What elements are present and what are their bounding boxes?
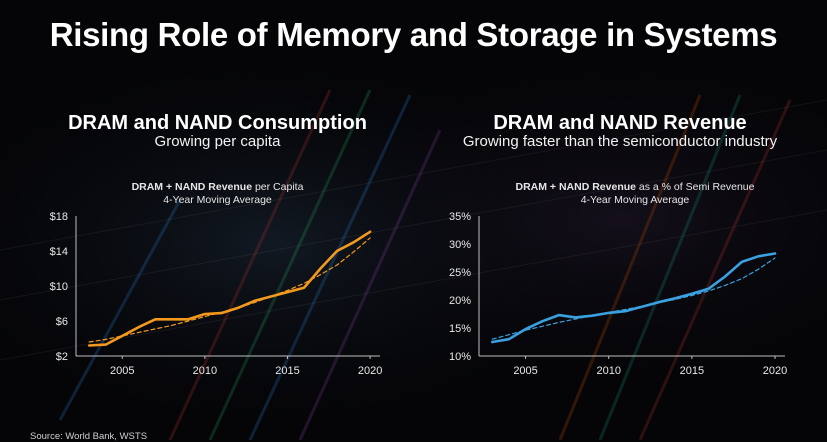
right-caption-rest: as a % of Semi Revenue (636, 181, 755, 193)
left-chart-y-tick-label: $18 (50, 211, 68, 223)
right-chart-y-tick-label: 20% (449, 295, 471, 307)
right-chart-y-tick-label: 10% (449, 351, 471, 363)
left-chart-x-tick-label: 2005 (110, 365, 134, 377)
left-caption-bold: DRAM + NAND Revenue (131, 181, 253, 193)
left-chart-y-tick-label: $2 (56, 351, 68, 363)
left-panel-subtitle: Growing per capita (154, 133, 281, 150)
left-chart-y-tick-label: $10 (50, 281, 68, 293)
left-chart-x-tick-label: 2015 (275, 365, 299, 377)
left-caption-line2: 4-Year Moving Average (163, 194, 272, 206)
right-chart-x-tick-label: 2020 (763, 365, 787, 377)
right-panel-title: DRAM and NAND Revenue (493, 112, 747, 134)
left-chart-caption: DRAM + NAND Revenue per Capita 4-Year Mo… (60, 181, 375, 207)
right-panel-subtitle: Growing faster than the semiconductor in… (462, 133, 778, 150)
page-title: Rising Role of Memory and Storage in Sys… (49, 16, 778, 53)
right-chart-caption: DRAM + NAND Revenue as a % of Semi Reven… (460, 181, 810, 207)
right-chart-x-tick-label: 2015 (680, 365, 704, 377)
right-caption-line2: 4-Year Moving Average (580, 194, 690, 206)
right-chart-x-tick-label: 2005 (513, 365, 537, 377)
right-chart-y-tick-label: 30% (449, 239, 471, 251)
left-panel-title: DRAM and NAND Consumption (68, 112, 367, 134)
left-chart-y-tick-label: $14 (50, 246, 68, 258)
right-chart-x-tick-label: 2010 (596, 365, 620, 377)
left-chart-x-tick-label: 2020 (358, 365, 382, 377)
left-chart-x-tick-label: 2010 (193, 365, 217, 377)
right-chart-trend-line (491, 257, 776, 340)
right-chart-y-tick-label: 15% (449, 323, 471, 335)
right-chart-y-tick-label: 35% (449, 211, 471, 223)
right-chart-series-line (490, 252, 777, 344)
source-note: Source: World Bank, WSTS (30, 431, 148, 442)
right-chart-y-tick-label: 25% (449, 267, 471, 279)
left-chart-y-tick-label: $6 (56, 316, 68, 328)
left-chart-trend-line (88, 237, 371, 343)
right-caption-bold: DRAM + NAND Revenue (515, 181, 636, 193)
left-caption-rest: per Capita (252, 181, 304, 193)
